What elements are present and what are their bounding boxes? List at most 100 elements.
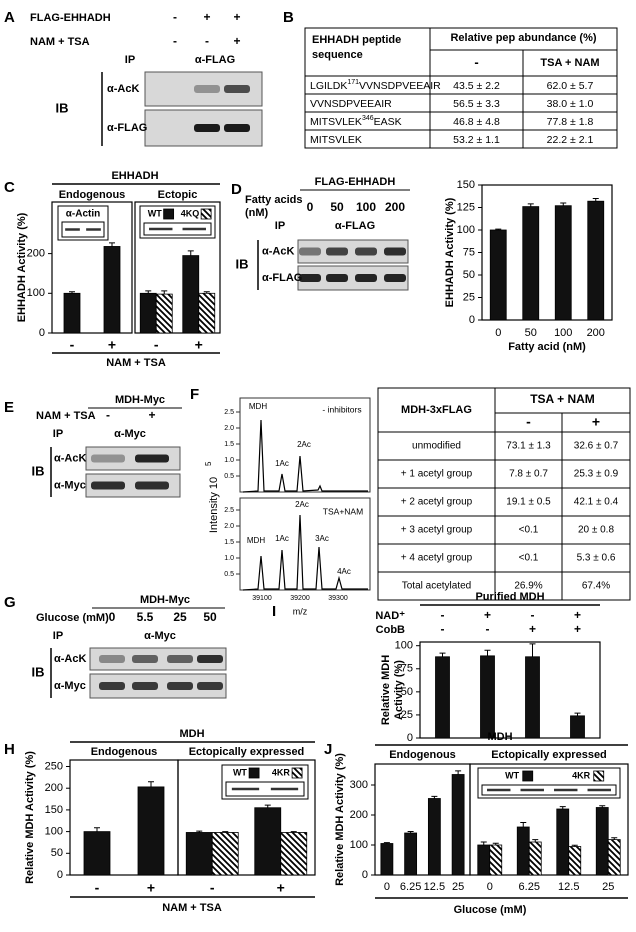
group-label: Endogenous <box>389 749 456 761</box>
blot-band <box>299 274 321 282</box>
bar <box>528 841 542 876</box>
group-label: Ectopically expressed <box>491 749 607 761</box>
ip-label: IP <box>275 220 285 232</box>
peak-label: 1Ac <box>275 534 289 543</box>
blot-band <box>194 124 220 132</box>
y-tick-label: 0 <box>57 869 63 881</box>
condition-sign: 5.5 <box>137 610 154 624</box>
x-tick-label: 12.5 <box>558 881 579 893</box>
x-axis-label: NAM + TSA <box>106 357 166 369</box>
peptide-sequence: VVNSDPVEEAIR <box>310 98 392 110</box>
x-tick-label: 25 <box>602 881 614 893</box>
x-tick-label: 100 <box>554 327 572 339</box>
legend-swatch <box>291 767 303 779</box>
table-cell: 56.5 ± 3.3 <box>453 98 500 110</box>
ib-label: IB <box>56 100 69 115</box>
x-tick-label: 0 <box>495 327 501 339</box>
error-bar <box>187 250 194 256</box>
table-header: - <box>474 54 478 69</box>
y-tick-label: 0 <box>362 869 368 881</box>
y-tick-label: 25 <box>401 709 413 721</box>
table-header: Relative pep abundance (%) <box>450 32 596 44</box>
condition-sign: + <box>233 10 240 24</box>
peak-label: MDH <box>247 536 265 545</box>
y-tick-label: 100 <box>395 640 413 652</box>
table-cell: 77.8 ± 1.8 <box>547 116 594 128</box>
error-bar <box>495 228 502 230</box>
blot-band <box>91 481 125 490</box>
table-cell: 19.1 ± 0.5 <box>506 497 551 508</box>
blot-band <box>132 682 158 690</box>
table-cell: 42.1 ± 0.4 <box>574 497 619 508</box>
spectrum-frame <box>239 397 371 493</box>
spectrum-tick-label: 1.0 <box>224 457 234 464</box>
bar <box>404 832 418 876</box>
blot-band <box>91 454 125 463</box>
table-cell: 5.3 ± 0.6 <box>577 553 616 564</box>
table-header: MDH-3xFLAG <box>401 404 472 416</box>
spectrum-tick-label: 2.5 <box>224 409 234 416</box>
spectrum-x-tick: 39100 <box>252 595 272 602</box>
y-tick-label: 75 <box>401 663 413 675</box>
spectrum-tick-label: 2.0 <box>224 425 234 432</box>
x-axis-label: Glucose (mM) <box>454 904 527 916</box>
blot-band <box>224 85 250 93</box>
error-bar <box>407 831 414 833</box>
treatment-sign: + <box>529 622 536 636</box>
y-axis-label: EHHADH Activity (%) <box>16 212 28 322</box>
error-bar <box>109 242 115 247</box>
blot-band <box>99 655 125 663</box>
table-cell: Total acetylated <box>402 581 472 592</box>
blot-header: MDH-Myc <box>140 594 190 606</box>
table-cell: 32.6 ± 0.7 <box>574 441 619 452</box>
error-bar <box>529 643 536 657</box>
blot-strip <box>85 473 181 498</box>
condition-sign: + <box>203 10 210 24</box>
legend-swatch <box>593 770 605 782</box>
table-cell: 73.1 ± 1.3 <box>506 441 551 452</box>
y-tick-label: 150 <box>457 179 475 191</box>
panel-letter: C <box>4 179 15 196</box>
bar <box>280 832 308 876</box>
error-bar <box>532 839 539 842</box>
blot-band <box>224 124 250 132</box>
blot-band <box>167 682 193 690</box>
y-tick-label: 0 <box>469 314 475 326</box>
blot-strip <box>297 239 409 264</box>
group-label: Ectopically expressed <box>189 746 305 758</box>
x-tick-label: 25 <box>452 881 464 893</box>
panel-letter: F <box>190 386 199 403</box>
bar <box>139 292 157 334</box>
y-axis-label: Activity (%) <box>393 660 405 720</box>
bar <box>83 831 111 876</box>
bar <box>516 826 530 876</box>
peak-label: 1Ac <box>275 459 289 468</box>
y-tick-label: 100 <box>45 826 63 838</box>
spectrum-tick-label: 2.0 <box>224 523 234 530</box>
bar <box>182 255 200 334</box>
sequence-text: VVNSDPVEEAIR <box>310 98 392 110</box>
bar <box>489 844 503 876</box>
x-axis-label: Fatty acid (nM) <box>508 341 586 353</box>
blot-row-label: α-FLAG <box>262 272 302 284</box>
ip-antibody: α-FLAG <box>195 54 235 66</box>
table-cell: 46.8 ± 4.8 <box>453 116 500 128</box>
x-tick-label: 12.5 <box>424 881 445 893</box>
blot-band <box>384 274 406 282</box>
bar <box>427 798 441 876</box>
spectrum-tick-label: 1.5 <box>224 539 234 546</box>
sequence-text: MITSVLEK <box>310 116 362 128</box>
condition-sign: 50 <box>203 610 217 624</box>
blot-header: FLAG-EHHADH <box>315 176 396 188</box>
blot-band <box>355 274 377 282</box>
condition-sign: 50 <box>330 200 344 214</box>
blot-band <box>135 454 169 463</box>
bar <box>522 206 540 321</box>
x-tick-label: - <box>70 337 75 353</box>
inset-label: α-Actin <box>66 209 100 220</box>
legend-label: 4KR <box>572 770 591 780</box>
blot-band <box>197 655 223 663</box>
x-tick-label: + <box>147 880 155 896</box>
y-tick-label: 25 <box>463 291 475 303</box>
table-cell: unmodified <box>412 441 461 452</box>
